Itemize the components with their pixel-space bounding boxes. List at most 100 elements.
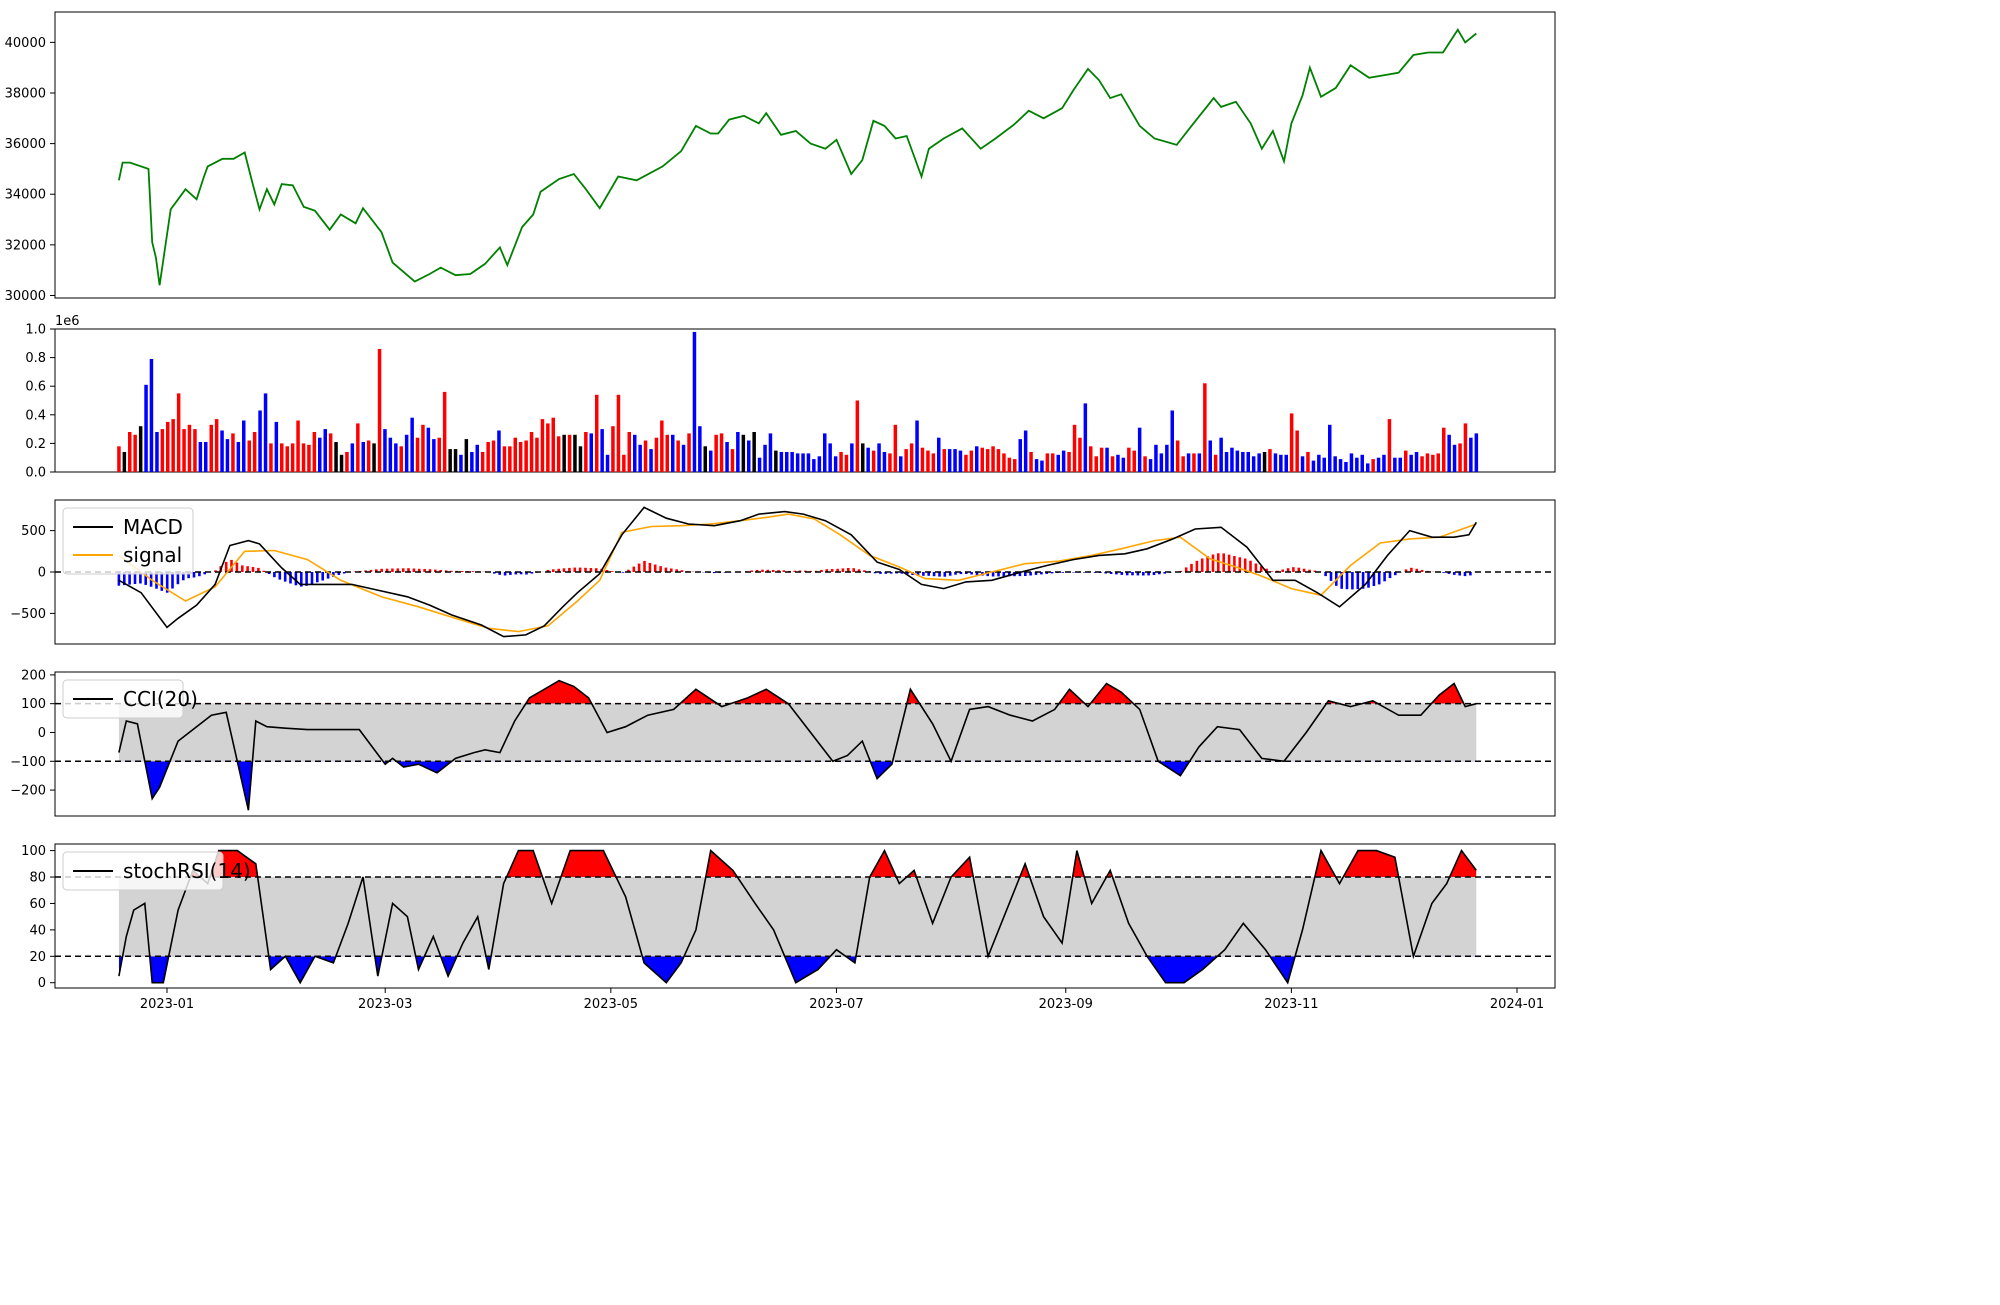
volume-bar: [866, 448, 870, 472]
volume-bar: [834, 456, 838, 472]
macd-histogram-bar: [461, 571, 464, 572]
macd-histogram-bar: [1153, 572, 1156, 575]
volume-bar: [1057, 455, 1061, 472]
volume-bar: [1192, 453, 1196, 472]
volume-bar: [926, 451, 930, 472]
volume-bar: [264, 393, 268, 472]
volume-bar: [210, 425, 214, 472]
x-tick-label: 2024-01: [1490, 997, 1544, 1012]
volume-bar: [1420, 456, 1424, 472]
volume-bar: [389, 438, 393, 472]
volume-bar: [497, 431, 501, 473]
volume-bar: [161, 429, 165, 472]
volume-bar: [313, 432, 317, 472]
volume-bar: [590, 433, 594, 472]
volume-bar: [769, 433, 773, 472]
stochrsi-ytick-label: 60: [29, 897, 46, 912]
volume-bar: [144, 385, 148, 472]
volume-bar: [1442, 428, 1446, 472]
volume-bar: [617, 395, 621, 472]
volume-bar: [220, 431, 224, 473]
price-ytick-label: 38000: [5, 86, 46, 101]
macd-histogram-bar: [1190, 564, 1193, 572]
price-ytick-label: 40000: [5, 36, 46, 51]
volume-bar: [1409, 455, 1413, 472]
macd-histogram-bar: [193, 572, 196, 578]
volume-bar: [970, 451, 974, 472]
volume-bar: [622, 455, 626, 472]
volume-bar: [356, 423, 360, 472]
volume-bar: [877, 443, 881, 472]
macd-histogram-bar: [311, 572, 314, 584]
volume-bar: [280, 443, 284, 472]
volume-bar: [296, 421, 300, 473]
volume-bar: [193, 429, 197, 472]
volume-bar: [1447, 435, 1451, 472]
volume-bar: [839, 452, 843, 472]
macd-histogram-bar: [1330, 572, 1333, 581]
macd-legend-label: signal: [123, 543, 182, 567]
cci-ytick-label: 0: [38, 726, 46, 741]
volume-bar: [1301, 456, 1305, 472]
volume-bar: [1328, 425, 1332, 472]
volume-bar: [948, 449, 952, 472]
volume-bar: [872, 451, 876, 472]
macd-histogram-bar: [643, 561, 646, 572]
volume-bar: [427, 428, 431, 472]
volume-bar: [676, 441, 680, 473]
macd-histogram-bar: [1003, 572, 1006, 576]
volume-bar: [171, 419, 175, 472]
volume-bar: [438, 438, 442, 472]
volume-bar: [258, 411, 262, 473]
volume-bar: [774, 451, 778, 472]
volume-bar: [828, 443, 832, 472]
stochrsi-legend-label: stochRSI(14): [123, 859, 251, 883]
stochrsi-ytick-label: 80: [29, 871, 46, 886]
x-tick-label: 2023-03: [358, 997, 412, 1012]
volume-bar: [307, 445, 311, 472]
volume-exponent-label: 1e6: [55, 314, 80, 329]
volume-bar: [790, 452, 794, 472]
volume-bar: [546, 423, 550, 472]
volume-bar: [687, 433, 691, 472]
volume-bar: [486, 442, 490, 472]
volume-bar: [1257, 453, 1261, 472]
macd-histogram-bar: [279, 572, 282, 580]
volume-bar: [248, 441, 252, 473]
volume-bar: [1198, 453, 1202, 472]
macd-histogram-bar: [246, 566, 249, 572]
volume-bar: [1067, 452, 1071, 472]
volume-bar: [1366, 463, 1370, 472]
x-tick-label: 2023-11: [1264, 997, 1318, 1012]
macd-histogram-bar: [1233, 556, 1236, 572]
volume-bar: [1214, 455, 1218, 472]
volume-bar: [693, 332, 697, 472]
volume-bar: [584, 432, 588, 472]
volume-bar: [883, 452, 887, 472]
macd-histogram-bar: [1212, 555, 1215, 573]
macd-histogram-bar: [1271, 571, 1274, 572]
volume-ytick-label: 0.8: [25, 351, 46, 366]
volume-bar: [796, 453, 800, 472]
volume-bar: [1393, 458, 1397, 472]
volume-bar: [1084, 403, 1088, 472]
volume-bar: [1312, 461, 1316, 472]
macd-histogram-bar: [289, 572, 292, 584]
volume-bar: [861, 443, 865, 472]
volume-bar: [704, 446, 708, 472]
volume-bar: [937, 438, 941, 472]
volume-bar: [188, 425, 192, 472]
volume-bar: [242, 421, 246, 473]
volume-bar: [758, 458, 762, 472]
volume-bar: [334, 442, 338, 472]
volume-bar: [818, 456, 822, 472]
macd-histogram-bar: [321, 572, 324, 581]
macd-ytick-label: 500: [21, 524, 46, 539]
volume-bar: [1209, 441, 1213, 473]
macd-histogram-bar: [622, 572, 625, 573]
volume-bar: [1458, 443, 1462, 472]
macd-histogram-bar: [633, 567, 636, 572]
volume-bar: [921, 448, 925, 472]
price-ytick-label: 36000: [5, 137, 46, 152]
volume-bar: [155, 432, 159, 472]
